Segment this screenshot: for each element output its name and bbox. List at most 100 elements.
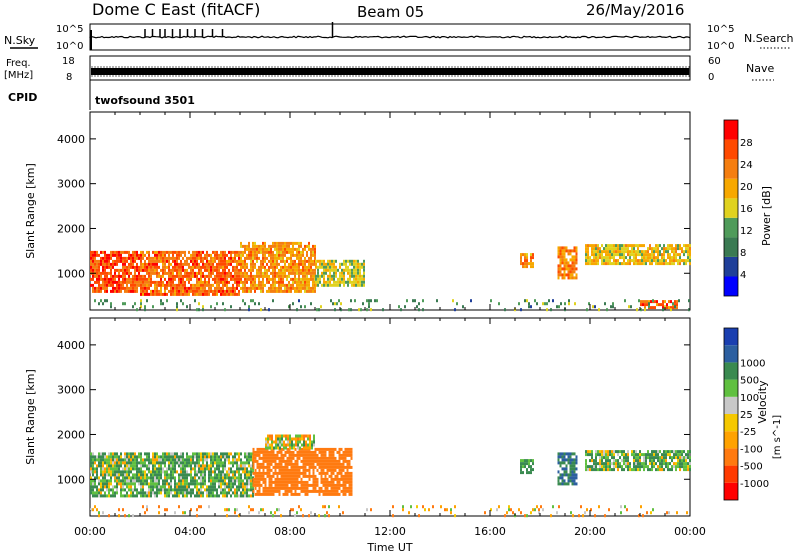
echo-cell <box>353 262 355 266</box>
echo-cell <box>116 259 118 263</box>
echo-cell <box>689 456 691 460</box>
echo-cell <box>591 453 593 457</box>
echo-cell <box>158 479 160 483</box>
echo-cell <box>146 491 148 495</box>
echo-cell <box>275 434 277 438</box>
echo-cell <box>200 479 202 483</box>
echo-cell <box>230 452 232 456</box>
echo-cell <box>623 453 625 457</box>
echo-cell <box>236 259 238 263</box>
echo-cell <box>224 280 226 284</box>
echo-cell <box>110 274 112 278</box>
echo-cell <box>102 455 104 459</box>
echo-cell <box>212 265 214 269</box>
echo-cell <box>200 259 202 263</box>
echo-cell <box>262 289 264 293</box>
echo-cell <box>512 511 514 515</box>
echo-cell <box>288 471 291 475</box>
echo-cell <box>110 262 112 266</box>
echo-cell <box>645 462 647 466</box>
echo-cell <box>194 452 196 456</box>
echo-cell <box>144 283 146 287</box>
echo-cell <box>138 265 140 269</box>
echo-cell <box>655 247 657 251</box>
echo-cell <box>154 482 156 486</box>
echo-cell <box>559 255 562 259</box>
echo-cell <box>649 247 651 251</box>
echo-cell <box>178 455 180 459</box>
echo-cell <box>260 477 263 481</box>
echo-cell <box>180 253 182 257</box>
echo-cell <box>244 265 246 269</box>
echo-cell <box>643 250 645 254</box>
echo-cell <box>563 258 566 262</box>
echo-cell <box>166 508 168 512</box>
echo-cell <box>226 259 228 263</box>
echo-cell <box>192 292 194 296</box>
echo-cell <box>246 265 248 269</box>
echo-cell <box>595 250 597 254</box>
echo-cell <box>210 482 212 486</box>
echo-cell <box>262 456 265 460</box>
echo-cell <box>644 303 646 307</box>
echo-cell <box>160 467 162 471</box>
echo-cell <box>172 286 174 290</box>
echo-cell <box>534 508 536 512</box>
echo-cell <box>184 289 186 293</box>
echo-cell <box>294 274 296 278</box>
echo-cell <box>106 455 108 459</box>
echo-cell <box>128 458 130 462</box>
echo-cell <box>168 461 170 465</box>
echo-cell <box>210 473 212 477</box>
echo-cell <box>124 467 126 471</box>
echo-cell <box>96 458 98 462</box>
echo-cell <box>268 474 271 478</box>
echo-cell <box>202 479 204 483</box>
echo-cell <box>567 476 570 480</box>
echo-cell <box>124 289 126 293</box>
echo-cell <box>557 246 560 250</box>
echo-cell <box>272 459 275 463</box>
echo-cell <box>652 508 654 512</box>
echo-cell <box>563 270 566 274</box>
echo-cell <box>293 443 295 447</box>
echo-cell <box>168 476 170 480</box>
echo-cell <box>326 459 329 463</box>
echo-cell <box>156 467 158 471</box>
echo-cell <box>212 482 214 486</box>
echo-cell <box>142 505 144 509</box>
echo-cell <box>242 491 244 495</box>
echo-cell <box>355 280 357 284</box>
echo-cell <box>623 259 625 263</box>
echo-cell <box>146 271 148 275</box>
echo-cell <box>274 256 276 260</box>
echo-cell <box>332 462 335 466</box>
echo-cell <box>392 505 394 509</box>
echo-cell <box>668 306 670 310</box>
echo-cell <box>346 471 349 475</box>
echo-cell <box>404 305 406 309</box>
echo-cell <box>144 262 146 266</box>
echo-cell <box>160 289 162 293</box>
echo-cell <box>154 250 156 254</box>
echo-cell <box>184 253 186 257</box>
echo-cell <box>613 253 615 257</box>
echo-cell <box>160 491 162 495</box>
echo-cell <box>278 262 280 266</box>
echo-cell <box>567 482 570 486</box>
echo-cell <box>260 474 263 478</box>
echo-cell <box>344 459 347 463</box>
echo-cell <box>206 253 208 257</box>
echo-cell <box>552 299 554 303</box>
echo-cell <box>333 280 335 284</box>
echo-cell <box>196 308 198 312</box>
echo-cell <box>226 286 228 290</box>
echo-cell <box>160 259 162 263</box>
echo-cell <box>126 485 128 489</box>
echo-cell <box>186 491 188 495</box>
echo-cell <box>637 247 639 251</box>
echo-cell <box>246 280 248 284</box>
echo-cell <box>314 256 316 260</box>
echo-cell <box>168 265 170 269</box>
